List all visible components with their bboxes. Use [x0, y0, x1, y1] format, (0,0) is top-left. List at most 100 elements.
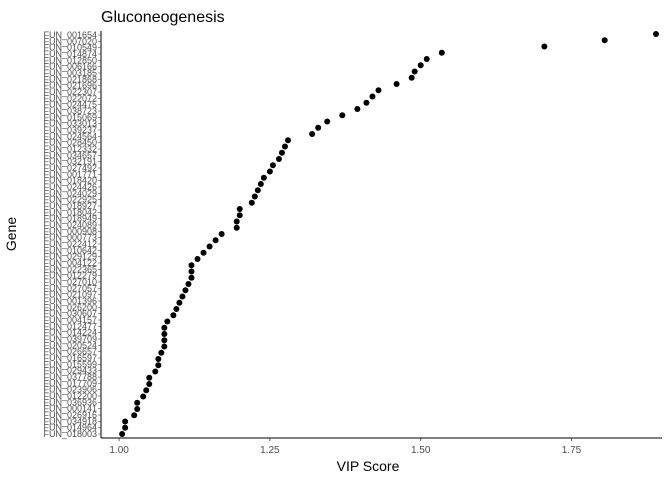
data-point [254, 187, 261, 194]
y-tick-label: FUN_033013 [43, 119, 97, 129]
y-tick-label: FUN_024089 [43, 220, 97, 230]
data-point [188, 262, 195, 269]
y-tick-label: FUN_006166 [43, 62, 97, 72]
data-point [233, 224, 240, 231]
data-point [179, 293, 186, 300]
y-tick-label: FUN_018420 [43, 176, 97, 186]
chart-title: Gluconeogenesis [101, 9, 225, 26]
data-point [275, 156, 282, 162]
y-tick-label: FUN_018042 [43, 207, 97, 217]
y-tick-label: FUN_021097 [43, 290, 97, 300]
data-point [143, 387, 150, 394]
y-tick-label: FUN_029433 [43, 366, 97, 376]
data-point [155, 356, 162, 362]
data-point [161, 331, 168, 337]
data-point [176, 299, 183, 306]
y-tick-label: FUN_004157 [43, 315, 97, 325]
data-point [131, 412, 138, 419]
data-point [152, 368, 159, 375]
data-point [285, 137, 291, 144]
y-tick-label: FUN_003185 [43, 68, 97, 78]
y-tick-label: FUN_021868 [43, 74, 97, 84]
data-point [393, 81, 400, 87]
y-tick-label: FUN_026916 [43, 410, 97, 420]
data-point [339, 112, 346, 119]
data-point [200, 249, 207, 256]
y-tick-label: FUN_024564 [43, 131, 97, 141]
data-point [161, 343, 168, 350]
data-point [212, 237, 219, 244]
y-tick-label: FUN_018949 [43, 214, 97, 224]
y-tick-label: FUN_028450 [43, 138, 97, 148]
data-point [134, 406, 141, 412]
x-axis-ticks [118, 438, 572, 441]
x-tick-label: 1.25 [260, 445, 280, 456]
data-point [218, 231, 225, 237]
y-tick-label: FUN_015069 [43, 112, 97, 122]
data-point [408, 74, 415, 81]
y-tick-label: FUN_001396 [43, 296, 97, 306]
y-tick-label: FUN_024475 [43, 100, 97, 110]
y-tick-label: FUN_020524 [43, 340, 97, 350]
y-tick-label: FUN_026657 [43, 347, 97, 357]
data-point [541, 43, 548, 50]
y-tick-label: FUN_032191 [43, 157, 97, 167]
data-point [281, 143, 288, 150]
data-point [146, 381, 153, 387]
y-tick-label: FUN_004122 [43, 258, 97, 268]
data-point [266, 168, 273, 175]
y-tick-label: FUN_001771 [43, 169, 97, 179]
y-tick-label: FUN_024426 [43, 182, 97, 192]
y-tick-label: FUN_012200 [43, 391, 97, 401]
x-tick-label: 1.00 [109, 445, 129, 456]
data-point [309, 131, 316, 137]
y-tick-label: FUN_018003 [43, 429, 97, 439]
data-point [194, 256, 201, 262]
y-tick-label: FUN_010642 [43, 245, 97, 255]
y-tick-label: FUN_000141 [43, 404, 97, 414]
y-tick-label: FUN_039709 [43, 334, 97, 344]
x-tick-label: 1.75 [562, 445, 582, 456]
y-tick-label: FUN_027057 [43, 283, 97, 293]
data-point [233, 218, 240, 225]
data-point [269, 162, 276, 169]
y-tick-label: FUN_001654 [43, 30, 97, 40]
data-point [236, 206, 243, 212]
y-tick-label: FUN_022307 [43, 87, 97, 97]
y-tick-label: FUN_021696 [43, 81, 97, 91]
data-point [119, 431, 126, 437]
data-point [315, 124, 322, 131]
x-axis-title: VIP Score [337, 458, 400, 474]
data-point [248, 199, 255, 206]
data-point [251, 193, 258, 200]
data-point [170, 312, 177, 319]
y-tick-label: FUN_012279 [43, 271, 97, 281]
y-tick-label: FUN_000908 [43, 226, 97, 236]
data-point [438, 49, 445, 56]
data-point [140, 393, 147, 400]
data-point [134, 399, 141, 406]
x-tick-label: 1.50 [411, 445, 431, 456]
y-tick-label: FUN_037788 [43, 372, 97, 382]
data-point [411, 68, 418, 75]
data-point [278, 149, 285, 156]
y-tick-label: FUN_024029 [43, 188, 97, 198]
data-point [158, 349, 165, 356]
y-tick-label: FUN_012850 [43, 55, 97, 65]
data-point [206, 243, 213, 250]
y-tick-label: FUN_026200 [43, 302, 97, 312]
data-point [601, 37, 608, 44]
data-point [375, 87, 382, 94]
y-tick-label: FUN_022072 [43, 93, 97, 103]
y-tick-label: FUN_012332 [43, 144, 97, 154]
data-point [182, 287, 189, 294]
y-tick-label: FUN_014874 [43, 49, 97, 59]
y-tick-label: FUN_022925 [43, 195, 97, 205]
data-point [324, 118, 331, 125]
data-point [652, 31, 659, 37]
data-point [122, 424, 129, 431]
data-point [257, 181, 264, 187]
y-tick-label: FUN_027010 [43, 277, 97, 287]
data-point [161, 337, 168, 344]
y-tick-label: FUN_038723 [43, 106, 97, 116]
